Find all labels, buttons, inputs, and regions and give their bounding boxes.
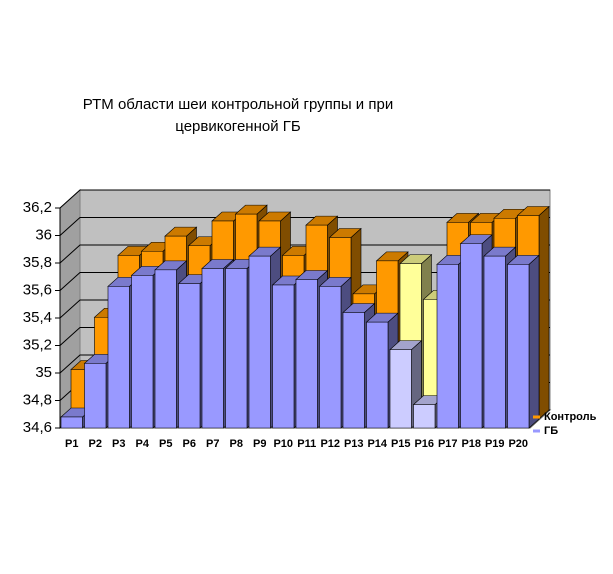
legend-label: ГБ <box>544 425 558 437</box>
y-tick-label: 34,8 <box>23 391 52 408</box>
y-tick-label: 35,2 <box>23 336 52 353</box>
bar-front <box>389 349 412 429</box>
x-tick-label: P13 <box>344 438 364 450</box>
bar-front <box>225 268 248 429</box>
x-tick-label: P5 <box>159 438 172 450</box>
legend-label: Контроль <box>544 411 597 423</box>
grid-line <box>59 189 550 209</box>
x-tick-label: P11 <box>297 438 316 450</box>
x-tick-label: P19 <box>485 438 505 450</box>
bar-front <box>107 286 130 429</box>
bar-front <box>319 286 342 429</box>
bar-front <box>413 404 436 429</box>
grid-line <box>59 244 550 264</box>
bar-front <box>131 275 154 429</box>
y-tick-label: 35,8 <box>23 254 52 271</box>
bar-front <box>436 264 459 429</box>
bar-front <box>248 255 271 429</box>
y-tick-label: 36,2 <box>23 199 52 216</box>
bar-front <box>272 284 295 429</box>
x-tick-label: P6 <box>183 438 196 450</box>
x-tick-label: P3 <box>112 438 125 450</box>
y-tick-label: 35,4 <box>23 309 52 326</box>
y-tick-label: 34,6 <box>23 419 52 436</box>
bar-front <box>201 268 224 429</box>
bar-front <box>460 243 483 429</box>
x-tick-label: P1 <box>65 438 78 450</box>
x-tick-label: P16 <box>414 438 434 450</box>
grid-line <box>59 217 550 236</box>
x-tick-label: P9 <box>253 438 266 450</box>
x-tick-label: P14 <box>367 438 387 450</box>
bar-front <box>60 416 83 429</box>
x-tick-label: P7 <box>206 438 219 450</box>
x-tick-label: P4 <box>136 438 150 450</box>
x-tick-label: P17 <box>438 438 458 450</box>
bar-side <box>538 205 550 420</box>
y-tick-label: 36 <box>35 226 52 243</box>
bar-front <box>483 255 506 429</box>
bar <box>506 254 540 429</box>
bar-front <box>178 283 201 429</box>
x-tick-label: P15 <box>391 438 411 450</box>
bar-front <box>342 312 365 429</box>
bar-front <box>154 269 177 429</box>
x-tick-label: P12 <box>320 438 340 450</box>
y-tick-label: 35 <box>35 364 52 381</box>
bar-front <box>366 321 389 429</box>
chart-title: РТМ области шеи контрольной группы и при… <box>82 96 394 135</box>
x-tick-label: P8 <box>230 438 243 450</box>
bar-front <box>507 264 530 429</box>
y-tick-label: 35,6 <box>23 281 52 298</box>
x-tick-label: P2 <box>89 438 102 450</box>
bar-side <box>528 254 540 429</box>
x-tick-label: P18 <box>461 438 481 450</box>
bar-front <box>295 279 318 429</box>
x-tick-label: P10 <box>273 438 293 450</box>
x-tick-label: P20 <box>508 438 528 450</box>
bar-front <box>84 363 107 429</box>
